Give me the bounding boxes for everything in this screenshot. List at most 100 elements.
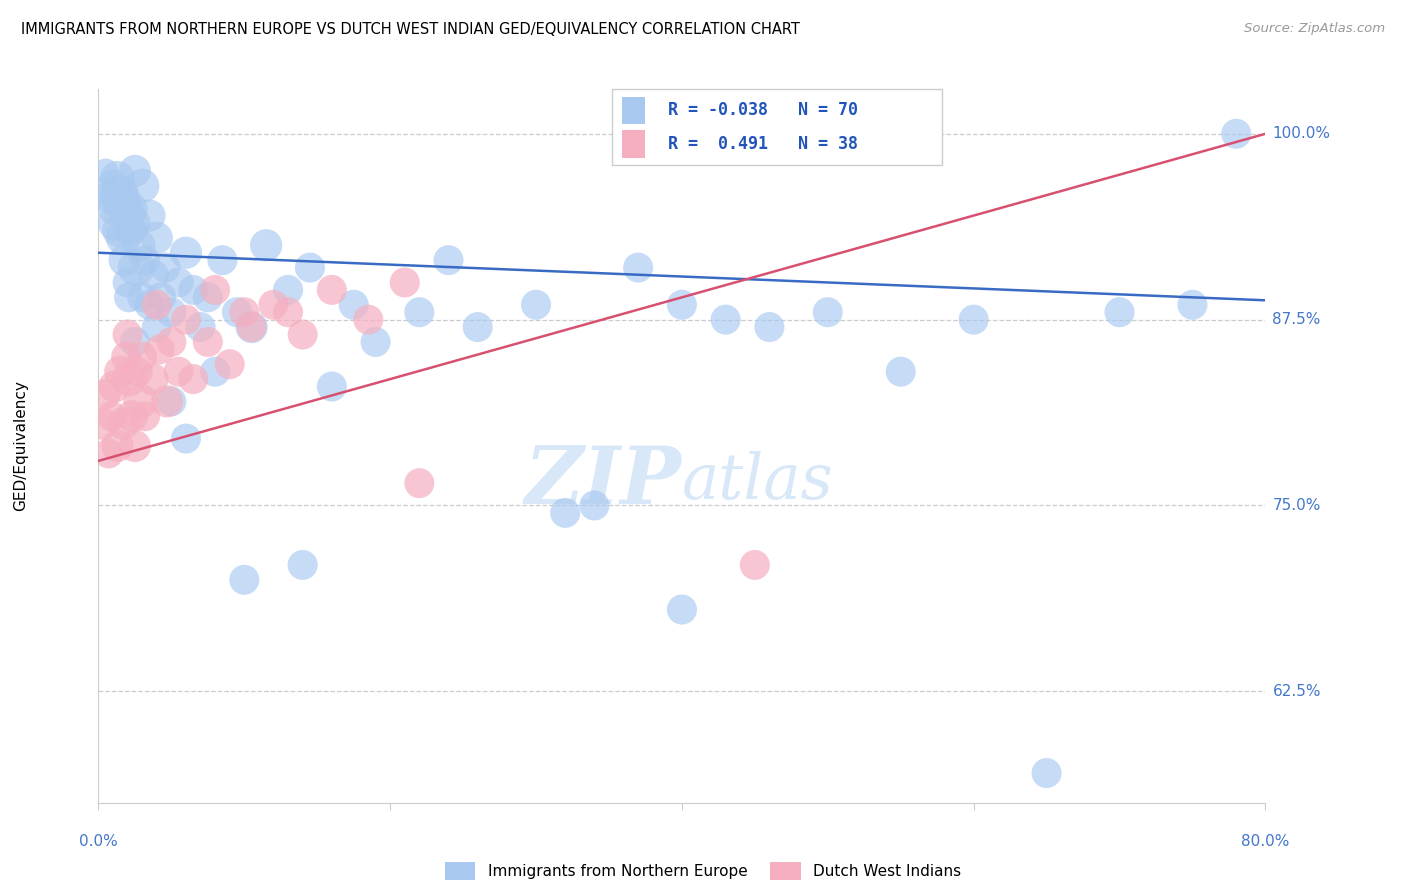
Text: GED/Equivalency: GED/Equivalency <box>14 381 28 511</box>
Point <box>627 260 650 275</box>
Point <box>138 209 160 223</box>
Point <box>321 379 343 393</box>
Point <box>174 432 197 446</box>
Point <box>671 602 693 616</box>
Point <box>103 379 125 393</box>
Point <box>98 194 121 208</box>
Point <box>277 283 299 297</box>
Point <box>121 409 143 424</box>
Point <box>291 327 314 342</box>
Point <box>343 298 366 312</box>
Text: ZIP: ZIP <box>524 443 682 520</box>
Point <box>714 312 737 326</box>
Point <box>160 305 183 319</box>
Text: atlas: atlas <box>682 450 834 513</box>
Point <box>357 312 380 326</box>
Point <box>110 186 132 201</box>
Point <box>890 365 912 379</box>
Point <box>174 312 197 326</box>
Point <box>91 417 114 431</box>
Point <box>962 312 984 326</box>
Point <box>150 290 173 304</box>
Text: 87.5%: 87.5% <box>1272 312 1320 327</box>
Point <box>167 276 190 290</box>
Point <box>134 409 156 424</box>
Point <box>124 164 146 178</box>
Point <box>146 320 169 334</box>
Point <box>233 305 256 319</box>
Point <box>128 238 150 252</box>
Text: R = -0.038   N = 70: R = -0.038 N = 70 <box>668 102 858 120</box>
Point <box>115 350 138 364</box>
Text: IMMIGRANTS FROM NORTHERN EUROPE VS DUTCH WEST INDIAN GED/EQUIVALENCY CORRELATION: IMMIGRANTS FROM NORTHERN EUROPE VS DUTCH… <box>21 22 800 37</box>
Legend: Immigrants from Northern Europe, Dutch West Indians: Immigrants from Northern Europe, Dutch W… <box>444 863 962 880</box>
Point <box>291 558 314 572</box>
Point <box>181 283 204 297</box>
Point <box>108 223 131 237</box>
Point <box>524 298 547 312</box>
Text: R =  0.491   N = 38: R = 0.491 N = 38 <box>668 135 858 153</box>
Point <box>118 290 141 304</box>
Point <box>467 320 489 334</box>
Point <box>112 417 135 431</box>
Point <box>554 506 576 520</box>
Point <box>1108 305 1130 319</box>
Text: 75.0%: 75.0% <box>1272 498 1320 513</box>
Point <box>218 357 240 371</box>
Point <box>94 387 117 401</box>
Point <box>129 394 152 409</box>
Point <box>124 439 146 453</box>
Point <box>758 320 780 334</box>
Point <box>124 334 146 349</box>
Point <box>131 178 153 193</box>
Point <box>105 171 128 186</box>
Point <box>142 268 165 282</box>
Point <box>233 573 256 587</box>
Point <box>1035 766 1057 780</box>
Point <box>149 343 172 357</box>
Point <box>160 394 183 409</box>
Point <box>817 305 839 319</box>
Point <box>167 365 190 379</box>
Point <box>240 320 263 334</box>
Point <box>118 372 141 386</box>
Point <box>97 446 120 460</box>
Text: 62.5%: 62.5% <box>1272 684 1320 698</box>
Point <box>1181 298 1204 312</box>
Point <box>141 372 163 386</box>
Point <box>204 365 226 379</box>
Point <box>155 260 177 275</box>
Point <box>197 334 219 349</box>
Point <box>105 439 128 453</box>
Point <box>97 186 120 201</box>
Point <box>134 253 156 268</box>
Point <box>204 283 226 297</box>
Point <box>1225 127 1247 141</box>
Point <box>744 558 766 572</box>
Point <box>437 253 460 268</box>
Point <box>181 372 204 386</box>
Point <box>131 290 153 304</box>
Point <box>226 305 249 319</box>
Point <box>364 334 387 349</box>
Point <box>321 283 343 297</box>
Point <box>138 298 160 312</box>
Point <box>190 320 212 334</box>
Point <box>146 231 169 245</box>
Point <box>277 305 299 319</box>
Text: 0.0%: 0.0% <box>79 834 118 849</box>
Point <box>671 298 693 312</box>
Point <box>408 476 430 491</box>
Point <box>100 409 122 424</box>
Point <box>112 231 135 245</box>
Point <box>160 334 183 349</box>
Point <box>121 201 143 215</box>
Point <box>114 253 136 268</box>
Point <box>103 201 125 215</box>
Point <box>122 216 145 230</box>
Point <box>583 499 606 513</box>
Point <box>211 253 233 268</box>
Text: 80.0%: 80.0% <box>1241 834 1289 849</box>
Point <box>94 164 117 178</box>
Point <box>120 223 142 237</box>
